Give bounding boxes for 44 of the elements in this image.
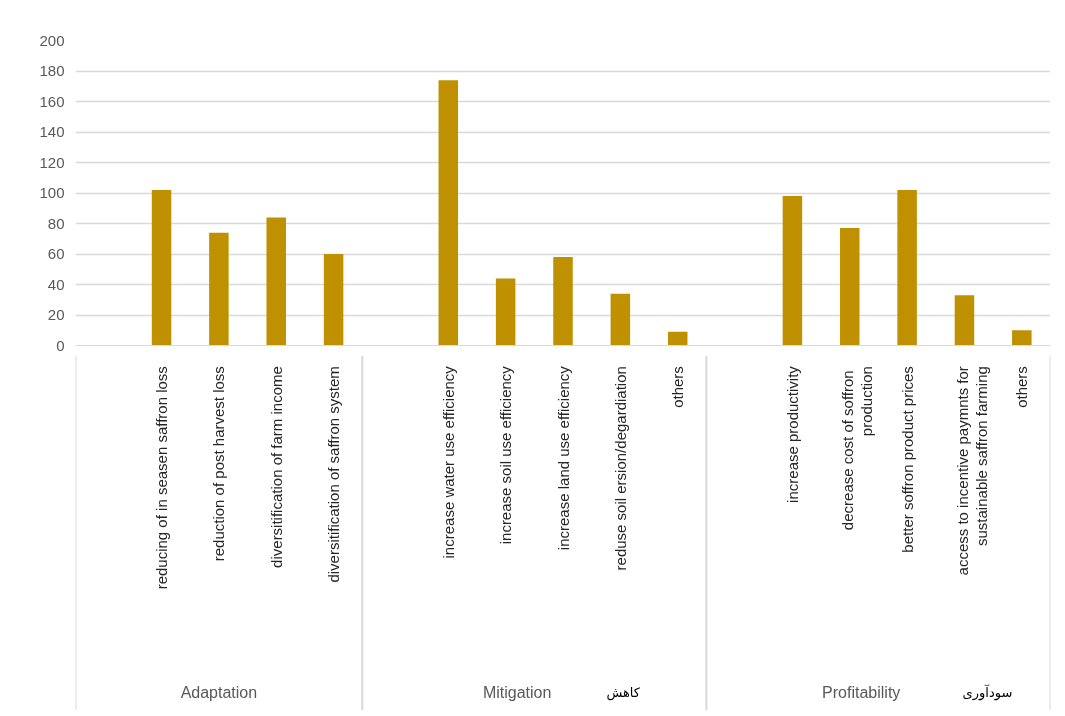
bar: [151, 189, 172, 346]
bar: [266, 217, 286, 346]
y-tick-label: 100: [39, 184, 65, 201]
text: Adaptation: [180, 684, 258, 702]
y-tick-label: 40: [47, 275, 65, 293]
bar: [323, 254, 344, 346]
x-tick-label: increase soil use efficiency: [497, 365, 515, 545]
text: کاهش: [606, 685, 641, 702]
x-tick-label: better soffron product prices: [898, 366, 916, 553]
x-tick-label: increase water use efficiency: [439, 365, 457, 559]
text: Mitigation: [482, 684, 552, 702]
x-tick-label: access to incentive paymnts for sustainable saffron farming: [954, 366, 990, 576]
x-tick-label: reducing of in seasen saffron loss: [153, 366, 171, 590]
bar: [495, 278, 516, 346]
bar: [667, 331, 688, 346]
bar: [438, 80, 459, 346]
y-tick-label: 200: [39, 31, 65, 49]
text: سودآوری: [962, 684, 1013, 702]
bar: [954, 295, 975, 346]
bar: [897, 189, 917, 346]
x-tick-label: diversitification of farm income: [267, 366, 285, 568]
y-tick-label: 80: [47, 214, 65, 232]
x-tick-label: increase productivity: [783, 365, 801, 503]
bar: [840, 228, 860, 346]
y-tick-label: 60: [47, 245, 65, 262]
x-tick-label: increase land use efficiency: [554, 365, 572, 551]
x-tick-label: diversitification of saffron system: [325, 366, 343, 583]
text: Profitability: [822, 684, 901, 702]
bar: [1012, 330, 1032, 346]
x-tick-label: reduction of post harvest loss: [210, 366, 228, 562]
bar: [782, 196, 803, 346]
bar: [209, 232, 229, 346]
x-tick-label: decrease cost of soffron production: [839, 366, 876, 531]
x-tick-label: others: [669, 366, 687, 408]
y-tick-label: 120: [39, 153, 65, 171]
x-tick-label: others: [1013, 366, 1031, 408]
y-tick-label: 0: [56, 336, 65, 354]
y-tick-label: 160: [39, 92, 65, 110]
bar: [610, 293, 631, 346]
y-tick-label: 20: [47, 306, 65, 323]
y-tick-label: 180: [39, 62, 65, 79]
y-tick-label: 140: [39, 123, 65, 140]
bar: [553, 257, 573, 346]
x-tick-label: reduse soil ersion/degardiation: [611, 366, 629, 571]
